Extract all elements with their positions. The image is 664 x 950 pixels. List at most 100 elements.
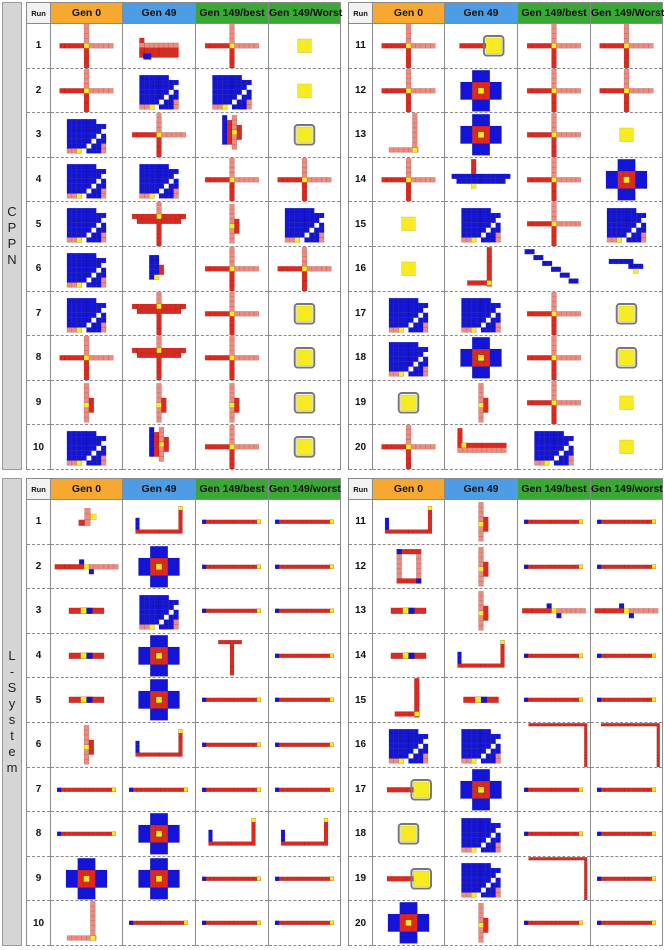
block-tile bbox=[294, 564, 299, 569]
block-tile bbox=[541, 87, 547, 94]
block-tile bbox=[171, 347, 177, 354]
block-tile bbox=[643, 608, 649, 614]
block-tile bbox=[277, 266, 283, 272]
run-number: 18 bbox=[348, 811, 373, 857]
morphology-cell bbox=[444, 544, 518, 590]
block-tile bbox=[244, 355, 250, 361]
joint-tile bbox=[651, 787, 657, 792]
block-tile bbox=[205, 519, 211, 524]
block-tile bbox=[485, 178, 491, 184]
block-tile bbox=[229, 608, 234, 614]
block-tile bbox=[248, 876, 254, 881]
block-tile bbox=[483, 360, 490, 367]
block-tile bbox=[248, 43, 255, 49]
block-tile bbox=[86, 282, 92, 288]
block-tile bbox=[398, 361, 404, 367]
block-tile bbox=[413, 371, 419, 377]
block-tile bbox=[284, 213, 291, 219]
block-tile bbox=[427, 509, 433, 515]
block-tile bbox=[318, 213, 325, 219]
block-tile bbox=[543, 698, 548, 703]
block-tile bbox=[475, 753, 482, 759]
block-tile bbox=[547, 653, 552, 658]
morphology-cell bbox=[444, 856, 518, 902]
block-tile bbox=[626, 208, 632, 214]
robot-morphology bbox=[460, 69, 502, 112]
block-tile bbox=[483, 407, 489, 413]
block-tile bbox=[561, 310, 567, 316]
block-tile bbox=[83, 57, 90, 64]
block-tile bbox=[461, 758, 467, 764]
block-tile bbox=[284, 227, 291, 234]
joint-tile bbox=[156, 303, 162, 309]
section-label-letter: L bbox=[8, 648, 16, 663]
block-tile bbox=[546, 176, 552, 183]
block-tile bbox=[400, 444, 407, 450]
block-tile bbox=[572, 856, 576, 861]
block-tile bbox=[398, 748, 404, 754]
block-tile bbox=[623, 48, 630, 54]
block-tile bbox=[316, 176, 322, 183]
block-tile bbox=[84, 787, 89, 792]
morphology-cell bbox=[444, 722, 518, 768]
block-tile bbox=[71, 188, 77, 194]
block-tile bbox=[486, 266, 492, 272]
joint-tile bbox=[405, 444, 412, 450]
block-tile bbox=[413, 326, 419, 333]
block-tile bbox=[475, 823, 482, 829]
block-tile bbox=[483, 521, 489, 527]
block-tile bbox=[156, 387, 162, 393]
block-tile bbox=[161, 402, 167, 408]
block-tile bbox=[556, 310, 562, 316]
block-tile bbox=[173, 103, 179, 110]
block-tile bbox=[76, 262, 82, 268]
block-tile bbox=[155, 557, 163, 564]
block-tile bbox=[461, 312, 467, 318]
block-tile bbox=[558, 445, 564, 452]
block-tile bbox=[430, 444, 436, 450]
block-tile bbox=[156, 313, 162, 319]
block-tile bbox=[83, 397, 90, 403]
robot-morphology bbox=[138, 634, 180, 677]
block-tile bbox=[163, 74, 169, 80]
block-tile bbox=[548, 441, 555, 447]
block-tile bbox=[478, 502, 484, 508]
robot-morphology bbox=[201, 921, 262, 926]
block-tile bbox=[564, 272, 570, 278]
block-tile bbox=[529, 249, 535, 255]
block-tile bbox=[495, 842, 501, 848]
block-tile bbox=[244, 43, 250, 49]
block-tile bbox=[466, 317, 472, 323]
block-tile bbox=[139, 98, 145, 105]
block-tile bbox=[618, 603, 625, 609]
block-tile bbox=[229, 28, 235, 34]
block-tile bbox=[478, 417, 484, 423]
block-tile bbox=[161, 836, 168, 843]
block-tile bbox=[161, 308, 167, 314]
block-tile bbox=[551, 315, 557, 321]
block-tile bbox=[88, 568, 95, 574]
block-tile bbox=[294, 921, 299, 926]
block-tile bbox=[86, 178, 92, 184]
block-tile bbox=[417, 914, 430, 933]
block-tile bbox=[648, 87, 654, 94]
robot-morphology bbox=[596, 519, 657, 524]
block-tile bbox=[404, 529, 409, 534]
robot-morphology bbox=[478, 502, 489, 542]
block-tile bbox=[91, 222, 97, 229]
block-tile bbox=[166, 132, 172, 138]
block-tile bbox=[531, 831, 537, 837]
block-tile bbox=[405, 434, 412, 441]
block-tile bbox=[628, 921, 633, 926]
block-tile bbox=[575, 856, 579, 861]
block-tile bbox=[98, 652, 105, 659]
block-tile bbox=[156, 327, 162, 334]
block-tile bbox=[412, 132, 418, 139]
block-tile bbox=[566, 787, 572, 792]
morphology-cell bbox=[372, 811, 445, 857]
block-tile bbox=[286, 787, 292, 792]
block-tile bbox=[574, 831, 580, 837]
block-tile bbox=[575, 608, 582, 614]
block-tile bbox=[396, 563, 402, 569]
block-tile bbox=[76, 312, 82, 318]
